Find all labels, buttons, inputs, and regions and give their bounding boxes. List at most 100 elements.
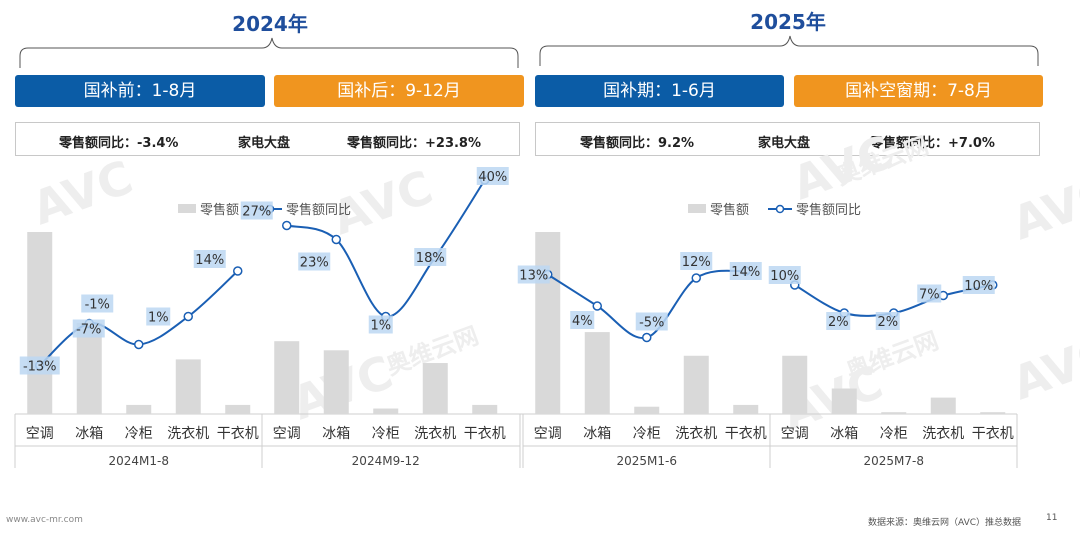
bar-2024M9-12-2 (373, 408, 399, 414)
year-2024: 2024年 (232, 12, 308, 36)
bar-2025M1-6-4 (733, 404, 759, 414)
data-label-bg (517, 265, 550, 284)
category-label: 洗衣机 (414, 426, 456, 442)
point-2024M1-8-4 (233, 266, 243, 276)
stat-2025-title: 家电大盘 (758, 136, 811, 151)
data-label-bg (635, 312, 668, 331)
bar-2025M7-8-2 (881, 412, 907, 414)
point-2024M9-12-0 (282, 220, 292, 231)
stats-2025: 零售额同比：9.2% 家电大盘 零售额同比：+7.0% (535, 122, 1040, 156)
data-label-bg (875, 312, 900, 330)
category-label: 洗衣机 (167, 426, 209, 442)
category-label: 空调 (534, 426, 562, 442)
legend-bar-label: 零售额 (710, 202, 749, 218)
bar-2024M1-8-3 (175, 359, 201, 414)
bar-2024M9-12-4 (472, 404, 498, 414)
data-label-bg (146, 307, 171, 326)
bar-2024M9-12-0 (274, 341, 300, 414)
watermark-avc: AVC (25, 150, 139, 236)
stat-2025-pre: 零售额同比：9.2% (580, 136, 695, 151)
data-label-bg (476, 167, 509, 185)
stat-2025-post: 零售额同比：+7.0% (870, 136, 995, 151)
legend-line-marker (775, 204, 785, 214)
category-label: 洗衣机 (675, 426, 717, 442)
watermark-avc: AVC (1005, 165, 1080, 251)
category-label: 冰箱 (75, 426, 103, 442)
bar-2024M1-8-2 (126, 404, 152, 414)
stat-2024-post: 零售额同比：+23.8% (347, 136, 481, 151)
data-label: -5% (639, 316, 664, 331)
category-label: 冰箱 (830, 426, 858, 442)
line-2024M1-8 (39, 270, 239, 367)
bar-2025M7-8-0 (782, 355, 808, 414)
data-label-bg (917, 284, 942, 303)
point-2024M9-12-1 (331, 234, 341, 245)
group-label: 2025M7-8 (864, 454, 925, 468)
bar-2024M1-8-1 (76, 323, 102, 414)
point-2024M1-8-3 (183, 311, 193, 322)
data-label-bg (193, 250, 226, 268)
footer-url: www.avc-mr.com (6, 515, 83, 525)
year-braces (19, 35, 1039, 68)
data-label-bg (368, 315, 393, 334)
category-label: 冷柜 (125, 426, 153, 442)
data-label: 23% (300, 256, 329, 271)
category-label: 冰箱 (322, 426, 350, 442)
data-label: 13% (519, 269, 548, 284)
data-label: 14% (731, 265, 760, 280)
data-label: 27% (242, 205, 271, 220)
period-post-subsidy: 国补后：9-12月 (274, 75, 524, 107)
category-label: 空调 (781, 426, 809, 442)
data-label: -1% (85, 298, 110, 313)
period-pre-subsidy: 国补前：1-8月 (15, 75, 265, 107)
bar-2025M7-8-3 (930, 397, 956, 414)
data-label: -7% (76, 323, 101, 338)
footer-source: 数据来源：奥维云网（AVC）推总数据 (868, 518, 1022, 528)
bar-2025M1-6-3 (683, 355, 709, 414)
bar-2024M1-8-0 (27, 232, 53, 414)
bar-2024M9-12-3 (422, 363, 448, 414)
data-label: 10% (964, 279, 993, 294)
category-label: 空调 (26, 426, 54, 442)
bar-2024M9-12-1 (323, 350, 349, 414)
category-label: 干衣机 (725, 426, 767, 442)
bar-2025M1-6-0 (535, 232, 561, 414)
data-label: 1% (370, 319, 391, 334)
data-label: 2% (877, 315, 898, 330)
data-label: 2% (828, 315, 849, 330)
period-gap: 国补空窗期：7-8月 (794, 75, 1043, 107)
data-label-bg (298, 252, 331, 271)
data-label-bg (240, 201, 273, 220)
category-label: 冷柜 (880, 426, 908, 442)
stat-2024-pre: 零售额同比：-3.4% (59, 136, 179, 151)
data-label-bg (414, 248, 447, 266)
legend-bar-swatch (688, 204, 706, 213)
category-label: 干衣机 (464, 426, 506, 442)
bar-2025M1-6-2 (634, 406, 660, 414)
data-label: 14% (195, 253, 224, 268)
data-label-bg (768, 266, 801, 284)
bar-2025M1-6-1 (584, 332, 610, 414)
data-label-bg (680, 252, 713, 270)
watermark-avc: AVC (1005, 325, 1080, 411)
group-label: 2024M1-8 (109, 454, 170, 468)
bar-2024M1-8-4 (225, 404, 251, 414)
data-label: 18% (416, 251, 445, 266)
data-label-bg (826, 312, 851, 330)
data-label: 7% (919, 288, 940, 303)
legend-bar-label: 零售额 (200, 202, 239, 218)
data-label-bg (81, 294, 114, 313)
category-label: 干衣机 (972, 426, 1014, 442)
data-label: 10% (770, 269, 799, 284)
stats-2024: 零售额同比：-3.4% 家电大盘 零售额同比：+23.8% (15, 122, 520, 156)
period-subsidy: 国补期：1-6月 (535, 75, 784, 107)
stat-2024-title: 家电大盘 (238, 136, 291, 151)
point-2025M1-6-3 (691, 273, 701, 283)
data-label: 40% (478, 170, 507, 185)
group-label: 2024M9-12 (352, 454, 420, 468)
category-label: 洗衣机 (922, 426, 964, 442)
data-label-bg (570, 311, 595, 329)
point-2025M1-6-1 (592, 301, 602, 311)
data-label-bg (729, 262, 762, 280)
